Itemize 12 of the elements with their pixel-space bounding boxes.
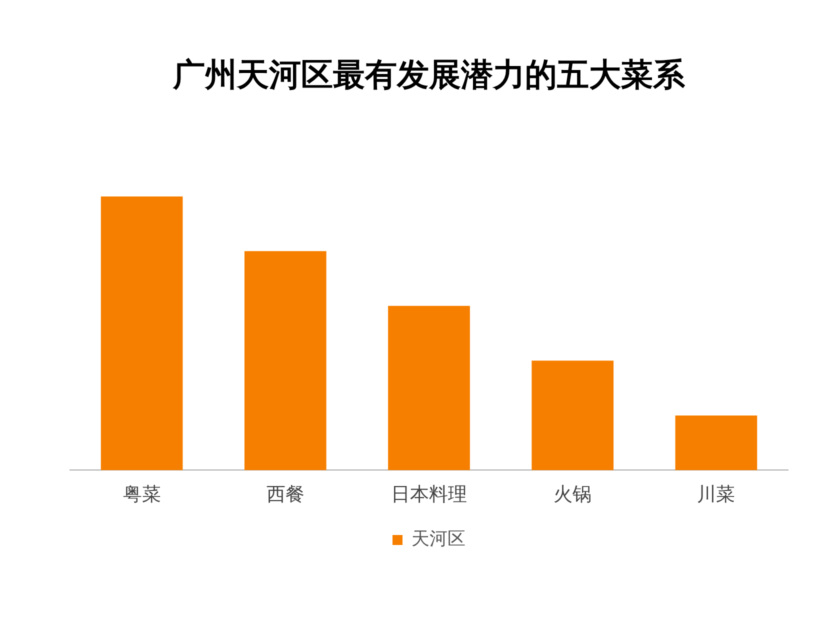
x-tick-label: 西餐 [266, 484, 304, 506]
bar [100, 196, 183, 470]
bar [532, 360, 614, 470]
legend-label: 天河区 [412, 528, 466, 550]
bar [244, 251, 326, 470]
chart-title: 广州天河区最有发展潜力的五大菜系 [172, 56, 686, 94]
x-tick-label: 粤菜 [122, 484, 161, 506]
x-tick-label: 日本料理 [391, 484, 467, 506]
bar [675, 415, 758, 470]
bar [388, 306, 470, 470]
x-tick-label: 川菜 [697, 484, 736, 506]
x-tick-label: 火锅 [554, 484, 592, 506]
